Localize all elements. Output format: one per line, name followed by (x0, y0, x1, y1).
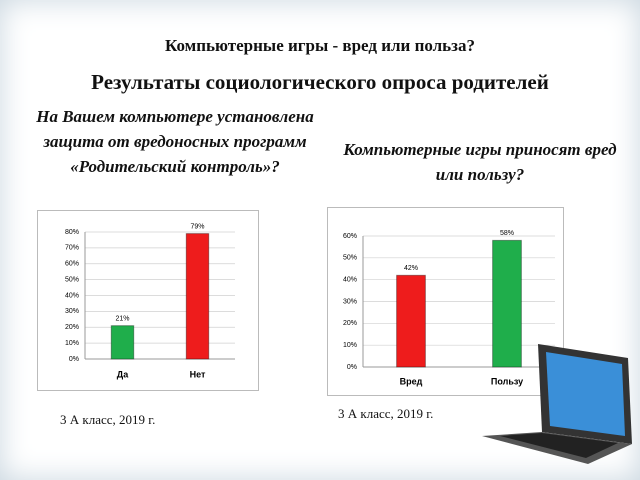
y-tick-label: 80% (65, 229, 79, 236)
y-tick-label: 70% (65, 245, 79, 252)
y-tick-label: 20% (343, 320, 357, 327)
y-tick-label: 50% (65, 276, 79, 283)
x-tick-label: Пользу (491, 376, 523, 386)
y-tick-label: 30% (343, 298, 357, 305)
x-tick-label: Вред (400, 376, 423, 386)
chart-title: На Вашем компьютере установлена защита о… (36, 107, 314, 176)
chart: 0% 10% 20% 30% 40% 50% 60% Вред 42% Пользу 58% (327, 207, 564, 396)
y-tick-label: 60% (65, 261, 79, 268)
value-label: 58% (500, 230, 514, 237)
value-label: 21% (115, 316, 129, 323)
y-tick-label: 20% (65, 324, 79, 331)
y-tick-label: 60% (343, 233, 357, 240)
chart: 0% 10% 20% 30% 40% 50% 60% 70% 80% Да 21% Нет 79% (37, 210, 259, 391)
x-tick-label: Нет (190, 369, 206, 379)
value-label: 42% (404, 265, 418, 272)
value-label: 79% (190, 223, 204, 230)
bar (396, 274, 426, 368)
bar (492, 239, 522, 368)
caption: 3 А класс, 2019 г. (60, 412, 156, 427)
y-tick-label: 10% (65, 340, 79, 347)
y-tick-label: 0% (347, 364, 357, 371)
slide-title: Компьютерные игры - вред или польза? (164, 36, 476, 55)
caption: 3 А класс, 2019 г. (338, 406, 434, 421)
bar (110, 325, 135, 360)
laptop-icon (482, 344, 632, 464)
chart-title: Компьютерные игры приносят вред или поль… (343, 140, 617, 184)
bar (185, 233, 210, 360)
laptop-keyboard (500, 433, 618, 458)
y-tick-label: 10% (343, 342, 357, 349)
y-tick-label: 0% (69, 356, 79, 363)
slide-subtitle: Результаты социологического опроса родит… (91, 70, 549, 94)
y-tick-label: 40% (343, 277, 357, 284)
chart-frame (37, 210, 259, 391)
y-tick-label: 50% (343, 255, 357, 262)
y-tick-label: 40% (65, 292, 79, 299)
laptop-display (546, 352, 625, 436)
y-tick-label: 30% (65, 308, 79, 315)
x-tick-label: Да (117, 369, 129, 379)
